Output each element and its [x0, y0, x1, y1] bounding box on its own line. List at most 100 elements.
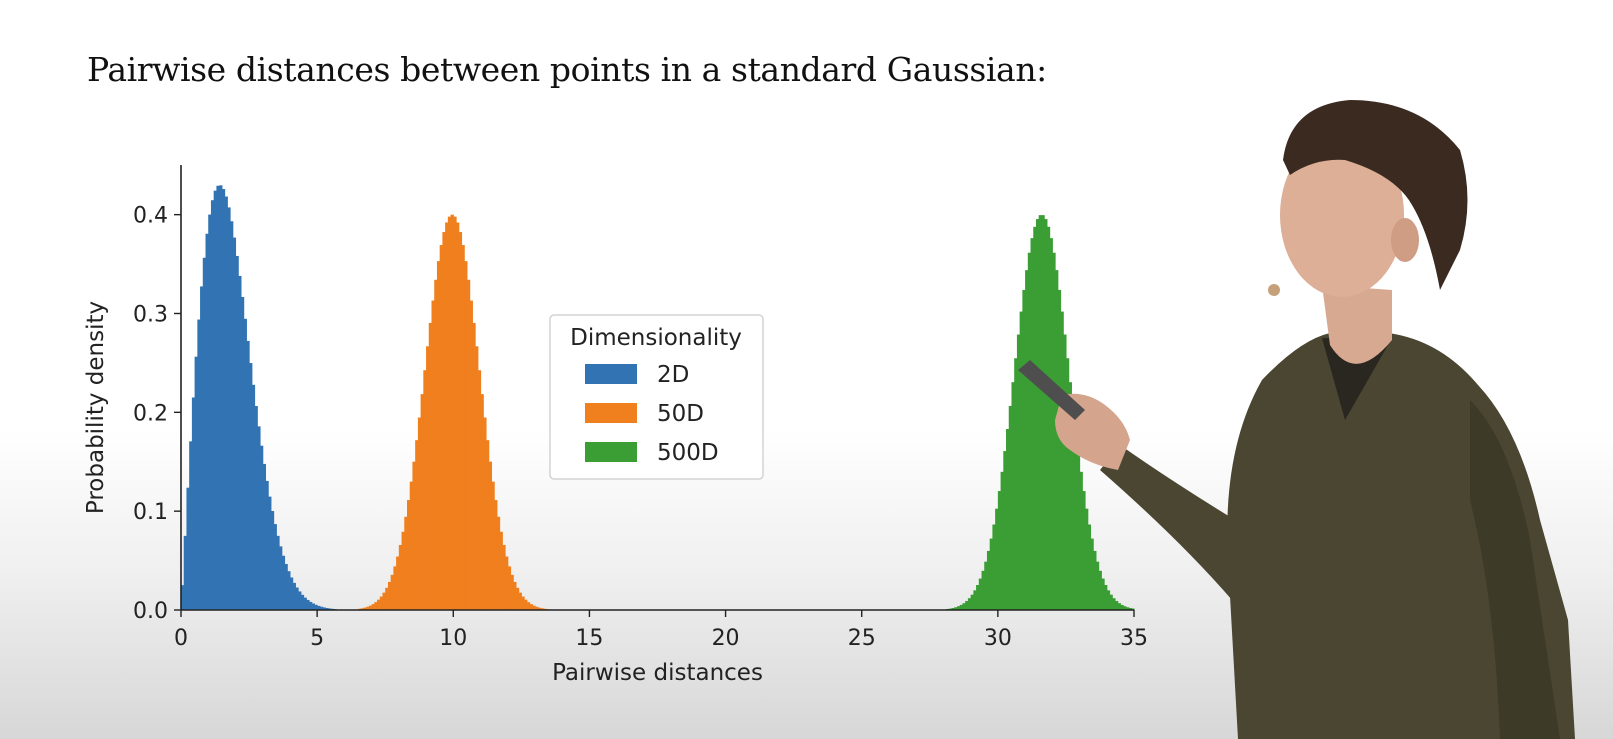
histogram-bar-50D [515, 587, 520, 610]
histogram-bar-2D [279, 546, 283, 610]
histogram-bar-50D [450, 214, 454, 610]
histogram-bar-2D [246, 340, 250, 610]
x-tick-label: 35 [1120, 626, 1148, 651]
histogram-bar-50D [385, 587, 389, 610]
histogram-bar-500D [1049, 238, 1053, 610]
histogram-bar-50D [483, 417, 487, 610]
histogram-bar-2D [311, 603, 316, 610]
histogram-bar-2D [295, 587, 299, 610]
histogram-bar-50D [502, 544, 506, 610]
histogram-bar-50D [377, 599, 381, 610]
histogram-bar-2D [292, 582, 296, 610]
x-tick-label: 10 [439, 626, 467, 651]
histogram-bar-50D [415, 440, 419, 610]
histogram-bar-50D [469, 300, 473, 610]
histogram-bar-50D [417, 417, 422, 610]
histogram-bar-2D [230, 221, 234, 610]
histogram-bar-2D [254, 405, 258, 610]
chart-ticks: 0 5 10 15 20 25 30 35 0.0 0.1 0.2 0.3 0.4 [133, 204, 1148, 651]
histogram-bar-2D [251, 384, 256, 610]
histogram-bar-2D [197, 319, 201, 610]
histogram-bar-500D [1087, 524, 1092, 610]
histogram-bar-50D [423, 370, 427, 610]
presenter-head [1280, 133, 1404, 297]
legend-swatch-50D [585, 403, 637, 423]
histogram-bar-50D [379, 596, 384, 610]
histogram-bar-500D [995, 508, 999, 610]
histogram-bar-500D [1046, 226, 1051, 610]
histogram-bar-2D [186, 487, 190, 610]
histogram-bar-50D [393, 566, 397, 610]
histogram-bar-500D [1082, 491, 1086, 610]
presenter-arm [1100, 400, 1275, 600]
histogram-bar-50D [496, 516, 501, 610]
histogram-bar-2D [298, 591, 302, 610]
histogram-bar-2D [210, 200, 215, 610]
histogram-bar-500D [986, 550, 991, 610]
histogram-bar-50D [464, 261, 468, 610]
histogram-bar-50D [472, 322, 476, 610]
histogram-bar-2D [289, 577, 294, 610]
histogram-bar-2D [232, 237, 237, 610]
x-tick-label: 15 [575, 626, 603, 651]
histogram-bar-500D [951, 607, 955, 610]
histogram-bar-50D [532, 605, 536, 610]
histogram-bar-2D [235, 255, 239, 610]
histogram-bar-500D [1125, 607, 1130, 610]
histogram-bar-2D [219, 185, 223, 610]
legend-title: Dimensionality [570, 325, 742, 351]
histogram-bar-50D [466, 279, 471, 610]
histogram-bar-50D [540, 608, 544, 610]
histogram-bar-50D [488, 461, 492, 610]
histogram-bar-500D [1019, 311, 1023, 610]
legend-swatch-500D [585, 442, 637, 462]
histogram-bar-50D [404, 516, 408, 610]
y-tick-label: 0.1 [133, 500, 168, 525]
x-tick-label: 0 [174, 626, 188, 651]
chart-axes [180, 165, 1134, 611]
histogram-bar-50D [401, 531, 405, 610]
histogram-bar-2D [183, 535, 188, 610]
histogram-bar-50D [398, 544, 403, 610]
histogram-bar-2D [205, 233, 209, 610]
histogram-bar-500D [1093, 550, 1097, 610]
histogram-bar-500D [1063, 334, 1067, 610]
histogram-bar-50D [494, 500, 498, 610]
histogram-bar-2D [243, 318, 247, 610]
histogram-bar-2D [200, 286, 204, 610]
histogram-bar-2D [322, 607, 326, 610]
y-tick-label: 0.3 [133, 302, 168, 327]
histogram-bar-50D [507, 566, 512, 610]
x-tick-label: 25 [848, 626, 876, 651]
y-tick-label: 0.2 [133, 401, 168, 426]
histogram-bar-50D [371, 604, 375, 610]
histogram-bar-500D [976, 585, 980, 610]
histogram-bar-2D [249, 363, 253, 610]
histogram-bar-2D [224, 196, 228, 610]
histogram-bar-500D [965, 600, 969, 610]
histogram-bar-2D [240, 296, 245, 610]
histogram-bar-500D [989, 538, 994, 610]
histogram-bar-500D [1057, 289, 1062, 610]
histogram-bar-50D [529, 604, 533, 610]
histogram-bar-50D [521, 596, 525, 610]
histogram-bar-50D [382, 592, 386, 610]
histogram-bar-2D [227, 207, 231, 610]
histogram-bar-50D [458, 232, 463, 611]
histogram-bar-500D [1000, 471, 1004, 610]
histogram-bar-500D [1114, 600, 1119, 610]
histogram-bar-50D [453, 216, 457, 610]
histogram-bar-2D [306, 599, 310, 610]
histogram-bar-500D [1060, 311, 1064, 610]
histogram-bar-2D [314, 604, 318, 610]
histogram-bar-500D [954, 607, 958, 610]
histogram-bar-50D [537, 607, 542, 610]
histogram-bar-50D [505, 556, 509, 610]
histogram-bar-50D [499, 531, 503, 610]
chart-legend: Dimensionality 2D 50D 500D [549, 314, 764, 480]
histogram-bar-500D [1109, 594, 1113, 610]
histogram-bar-2D [319, 606, 324, 610]
histogram-bar-500D [992, 524, 996, 610]
histogram-bar-2D [221, 189, 226, 611]
